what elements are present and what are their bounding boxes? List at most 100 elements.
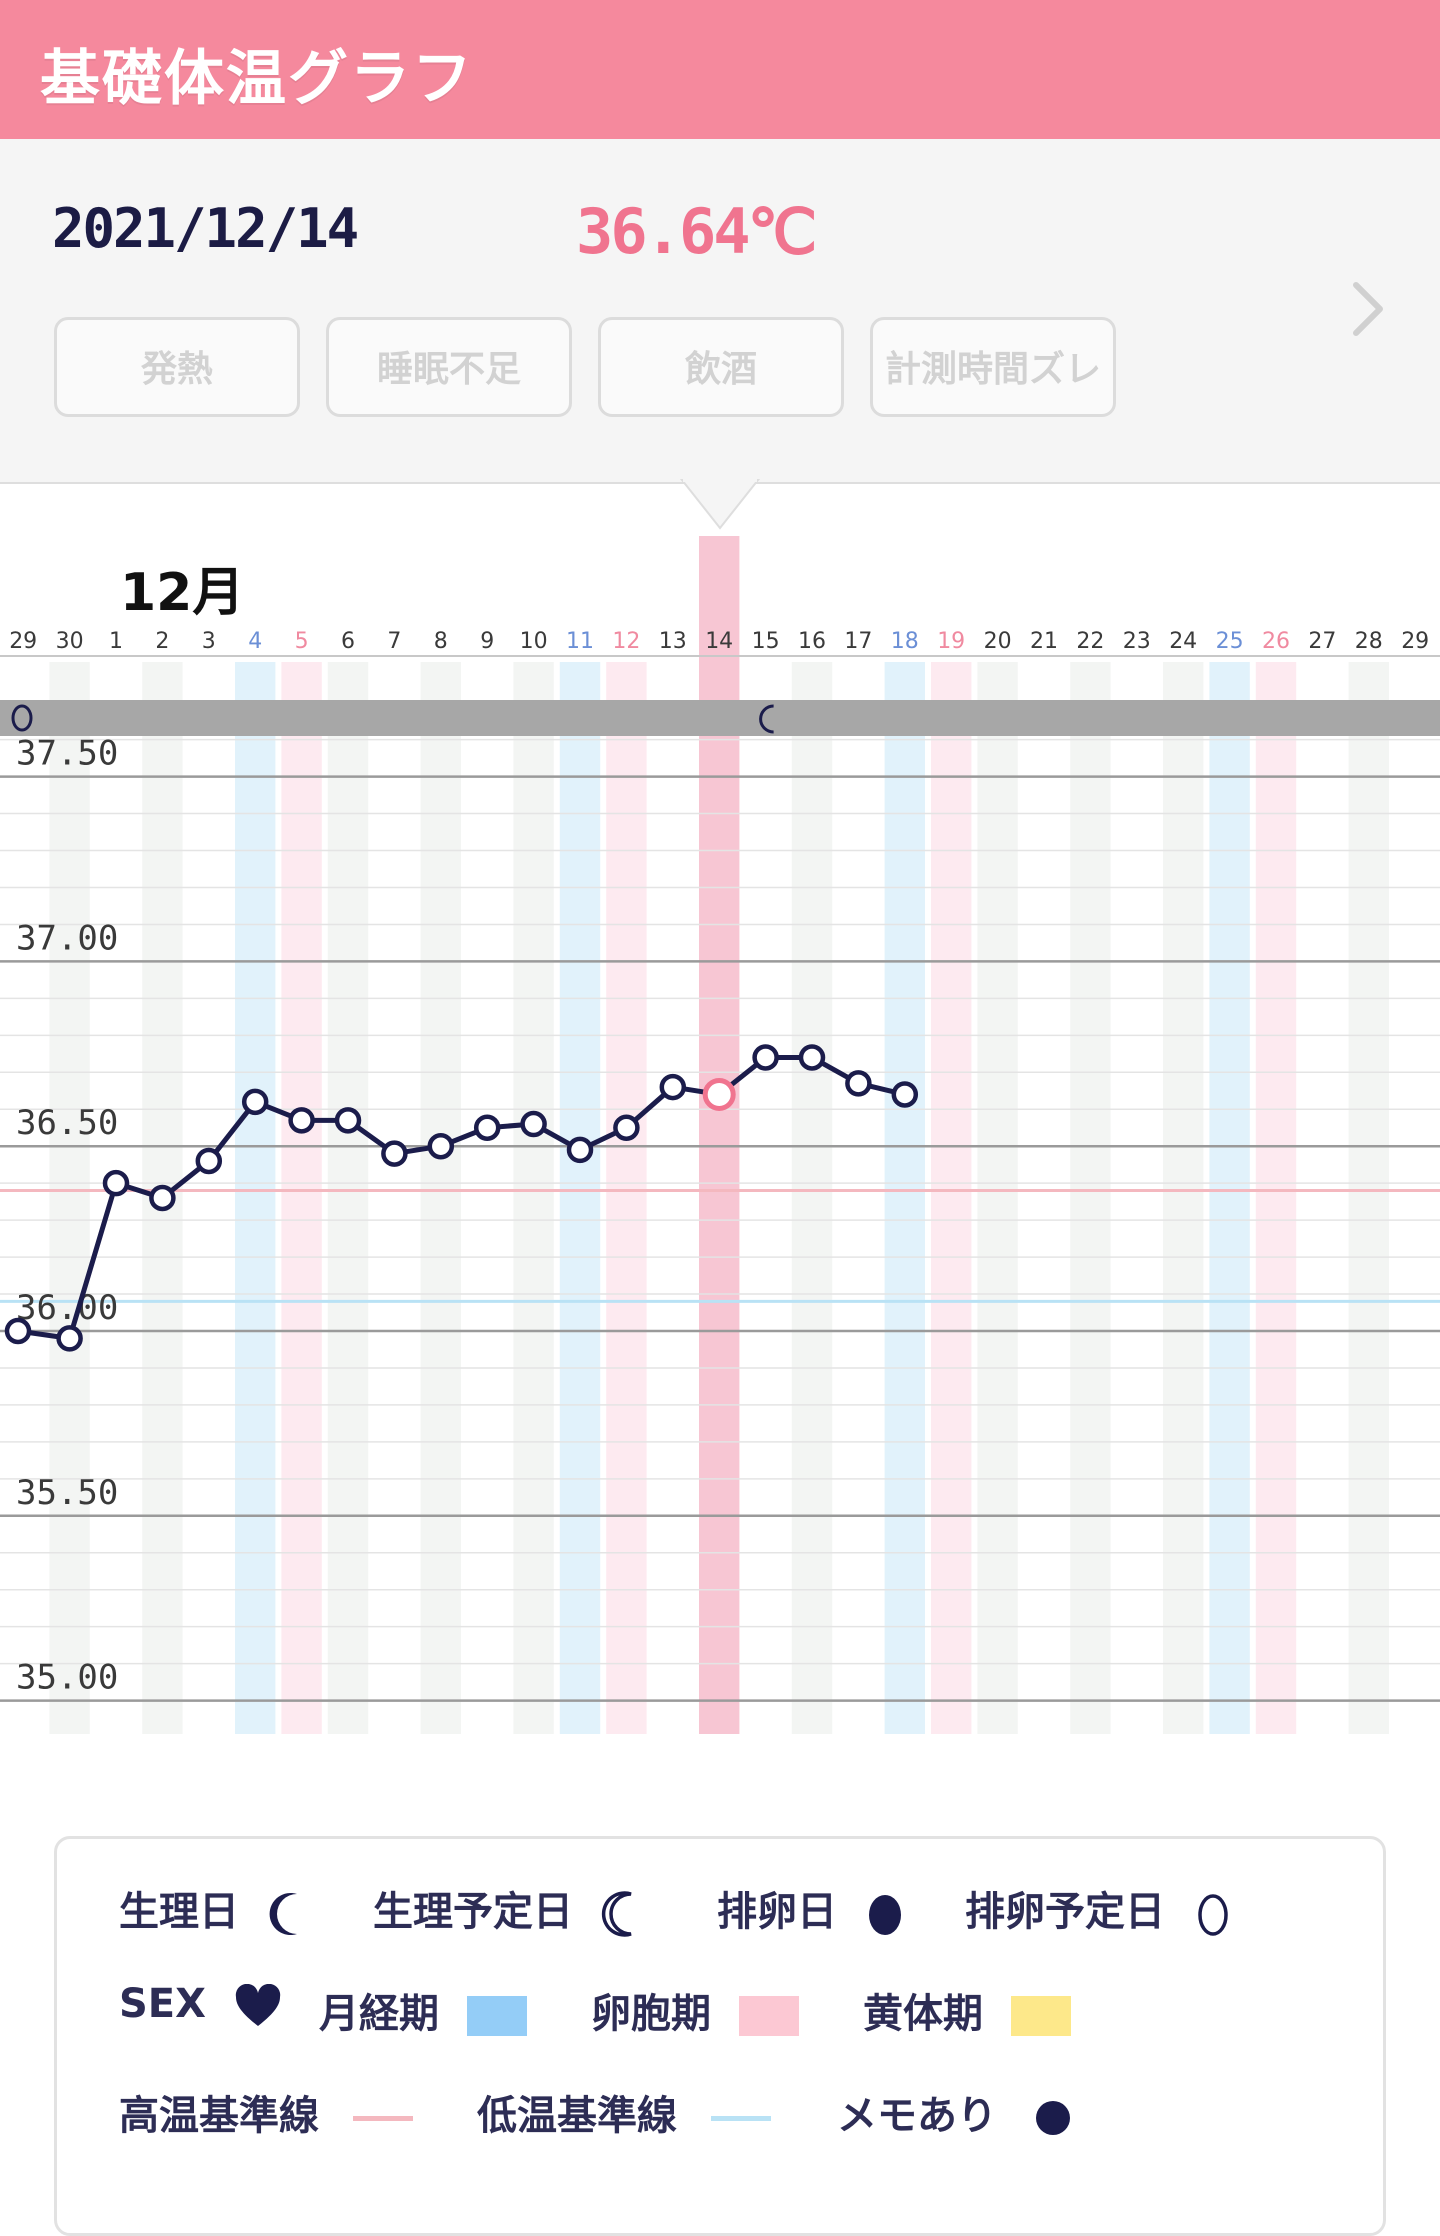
y-tick-label: 35.00 — [16, 1658, 118, 1698]
crescent-moon-outline-icon — [759, 704, 774, 734]
x-tick-label: 21 — [1030, 629, 1058, 654]
crescent-moon-filled-icon — [269, 1893, 297, 1935]
x-tick-label: 23 — [1123, 629, 1151, 654]
x-tick-label: 12 — [612, 629, 640, 654]
egg-outline-icon — [1198, 1894, 1228, 1936]
x-tick-label: 4 — [248, 629, 262, 654]
memo-dot-icon — [1035, 2101, 1070, 2135]
marker-band — [0, 700, 1440, 736]
data-point — [334, 1107, 362, 1134]
data-point — [891, 1081, 919, 1108]
x-tick-label: 15 — [752, 629, 780, 654]
day-column-band — [1348, 662, 1389, 1734]
x-tick-label: 29 — [1401, 629, 1429, 654]
data-point — [566, 1136, 594, 1164]
data-point — [288, 1107, 315, 1134]
legend-ovulation-expected: 排卵予定日 — [965, 1879, 1233, 1938]
luteal-phase-swatch — [1010, 1996, 1071, 2036]
day-column-band — [884, 662, 925, 1734]
x-tick-label: 8 — [434, 629, 448, 654]
selected-day-panel: 2021/12/14 36.64℃ 発熱 睡眠不足 飲酒 計測時間ズレ — [0, 139, 1440, 484]
data-point — [56, 1325, 83, 1352]
y-tick-label: 36.50 — [16, 1103, 118, 1143]
chevron-right-icon[interactable] — [1338, 279, 1398, 339]
x-tick-label: 14 — [705, 629, 733, 654]
egg-filled-icon — [868, 1895, 901, 1935]
y-tick-label: 37.00 — [16, 918, 118, 958]
legend-low-baseline: 低温基準線 — [477, 2083, 771, 2141]
x-tick-label: 13 — [659, 629, 687, 654]
data-point — [845, 1070, 872, 1097]
x-tick-label: 24 — [1169, 629, 1197, 654]
legend-high-baseline: 高温基準線 — [119, 2083, 413, 2141]
x-tick-label: 25 — [1216, 629, 1244, 654]
data-point — [149, 1184, 176, 1212]
legend-period-expected: 生理予定日 — [373, 1879, 645, 1938]
y-tick-label: 35.50 — [16, 1473, 118, 1513]
data-point — [102, 1169, 130, 1197]
selected-temperature: 36.64℃ — [576, 195, 817, 268]
x-tick-label: 28 — [1355, 629, 1383, 654]
data-point — [520, 1110, 547, 1138]
day-column-band — [559, 662, 601, 1734]
data-point — [473, 1114, 501, 1141]
x-tick-label: 5 — [295, 629, 309, 654]
day-column-band — [791, 662, 833, 1734]
data-point — [195, 1147, 223, 1175]
y-tick-label: 37.50 — [16, 734, 118, 774]
day-column-band — [235, 662, 276, 1734]
selected-date: 2021/12/14 — [52, 197, 359, 260]
egg-outline-icon — [11, 704, 33, 732]
data-point — [659, 1073, 687, 1101]
tag-fever-button[interactable]: 発熱 — [54, 317, 300, 417]
page-title: 基礎体温グラフ — [40, 44, 474, 114]
x-tick-label: 20 — [984, 629, 1012, 654]
x-tick-label: 3 — [202, 629, 216, 654]
day-column-band — [1255, 662, 1297, 1734]
tag-drinking-button[interactable]: 飲酒 — [598, 317, 844, 417]
day-column-band — [420, 662, 461, 1734]
data-point — [4, 1317, 32, 1345]
data-point — [427, 1132, 455, 1160]
data-point — [752, 1044, 779, 1071]
x-tick-label: 1 — [109, 629, 123, 654]
y-tick-label: 36.00 — [16, 1288, 118, 1328]
data-point — [613, 1114, 640, 1141]
heart-icon — [235, 1984, 281, 2026]
x-tick-label: 10 — [520, 629, 548, 654]
legend-follicular-phase: 卵胞期 — [591, 1981, 799, 2039]
legend-menstrual-phase: 月経期 — [319, 1981, 527, 2039]
x-tick-label: 26 — [1262, 629, 1290, 654]
x-tick-label: 30 — [56, 629, 84, 654]
legend-memo: メモあり — [837, 2083, 1073, 2141]
day-column-band — [513, 662, 554, 1734]
data-point — [381, 1140, 408, 1167]
day-column-band — [49, 662, 90, 1734]
month-label: 12月 — [120, 563, 244, 623]
tag-measure-time-shift-button[interactable]: 計測時間ズレ — [870, 317, 1116, 417]
data-point — [798, 1044, 826, 1071]
crescent-moon-outline-icon — [601, 1891, 632, 1937]
x-tick-label: 9 — [480, 629, 494, 654]
x-tick-label: 29 — [9, 629, 37, 654]
day-column-band — [931, 662, 972, 1734]
app-header: 基礎体温グラフ — [0, 0, 1440, 139]
x-tick-label: 27 — [1308, 629, 1336, 654]
legend-sex: SEX — [119, 1981, 282, 2028]
menstrual-phase-swatch — [466, 1996, 527, 2036]
day-column-band — [606, 662, 647, 1734]
tag-lack-of-sleep-button[interactable]: 睡眠不足 — [326, 317, 572, 417]
x-tick-label: 2 — [155, 629, 169, 654]
day-column-band — [1070, 662, 1111, 1734]
x-tick-label: 7 — [387, 629, 401, 654]
day-column-band — [1163, 662, 1204, 1734]
low-baseline-swatch — [710, 2115, 771, 2121]
x-tick-label: 17 — [844, 629, 872, 654]
day-column-band — [327, 662, 369, 1734]
x-tick-label: 16 — [798, 629, 826, 654]
follicular-phase-swatch — [738, 1996, 799, 2036]
legend: 生理日 生理予定日 排卵日 排卵予定日 SEX 月経期 卵胞期 黄体 — [54, 1836, 1386, 2236]
x-tick-label: 19 — [937, 629, 965, 654]
day-column-band — [1209, 662, 1250, 1734]
